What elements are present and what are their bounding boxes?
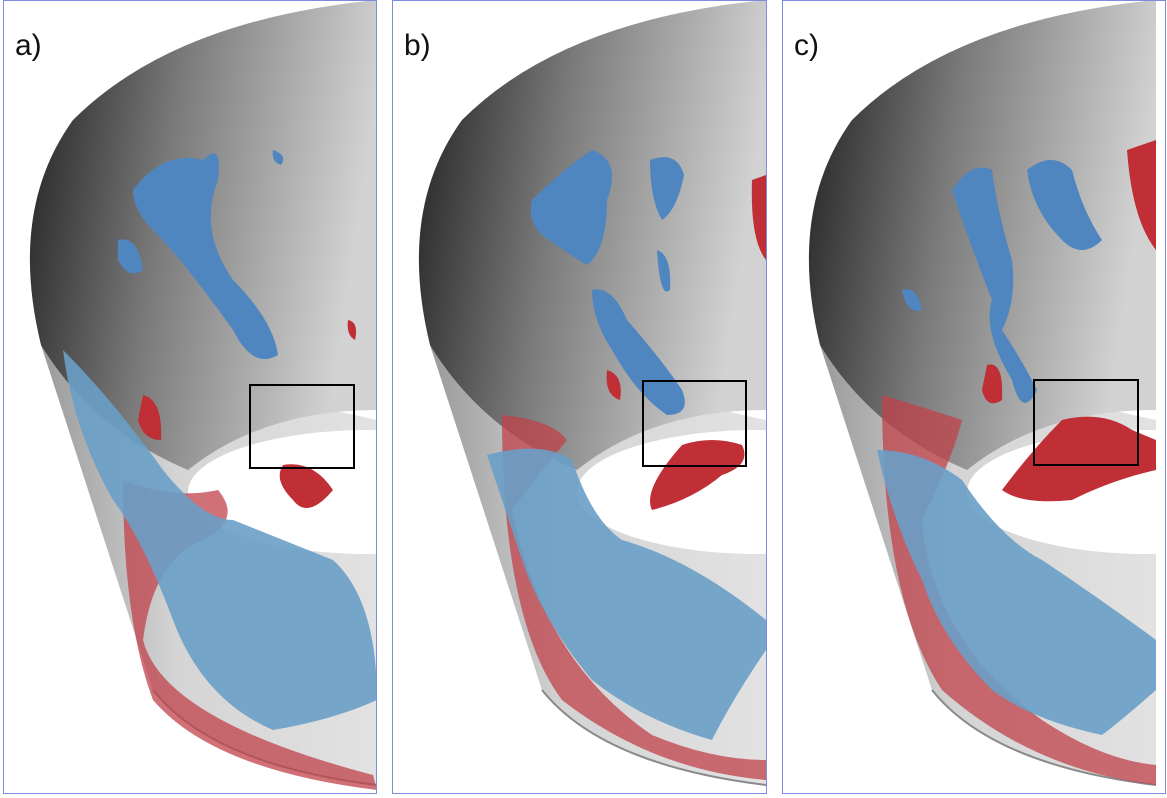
figure: a) b) c) — [0, 0, 1167, 798]
page: a) b) c) — [0, 0, 1167, 798]
panel-label: b) — [404, 29, 431, 62]
panel-label: c) — [794, 29, 819, 62]
panel-label: a) — [15, 29, 42, 62]
panel: c) — [794, 0, 1167, 785]
